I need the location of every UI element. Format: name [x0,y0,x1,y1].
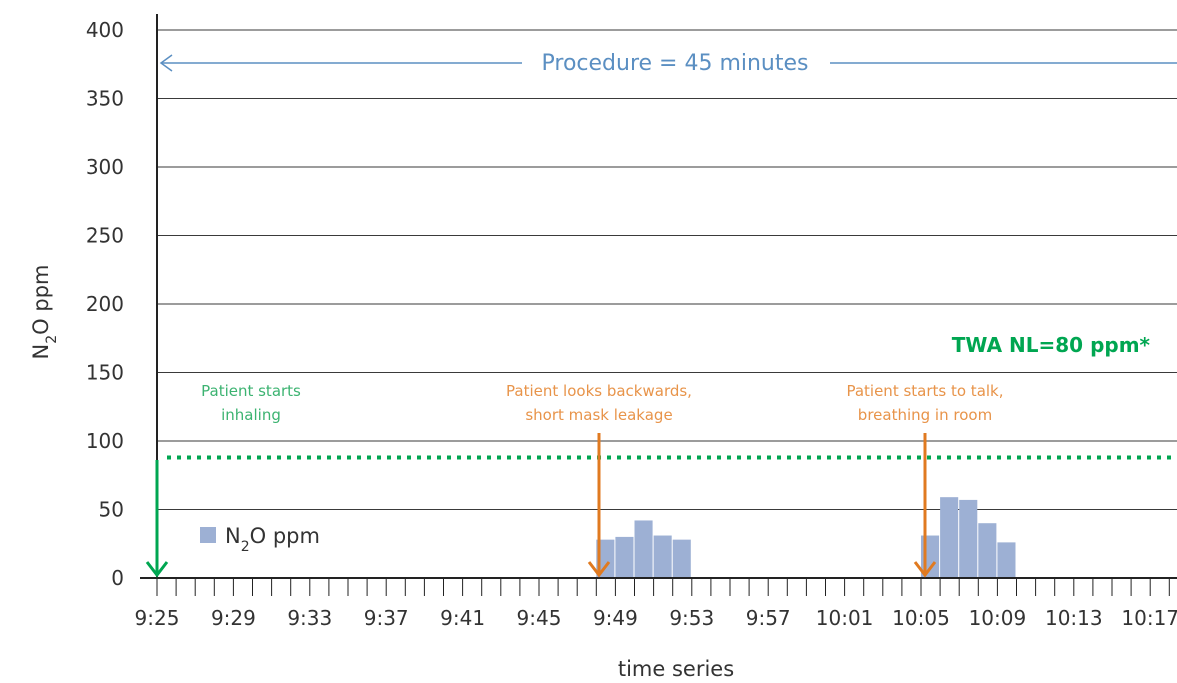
annotation-1: Patient looks backwards, short mask leaka… [506,382,692,578]
gridlines [157,29,1177,510]
x-tick-label: 9:49 [593,606,638,630]
x-tick-label: 10:01 [816,606,874,630]
annotation-arrowhead [587,561,611,578]
bar-9 [997,542,1016,578]
bar-3 [653,535,672,578]
x-tick-labels: 9:25 9:29 9:33 9:37 9:41 9:45 9:49 9:53 9:57 10:0… [135,606,1177,630]
x-axis-title: time series [618,657,734,681]
bar-8 [978,523,997,578]
y-tick-label-350: 350 [86,87,124,111]
procedure-label: Procedure = 45 minutes [542,51,809,76]
y-tick-label-300: 300 [86,155,124,179]
annotation-2: Patient starts to talk, breathing in room [846,382,1004,578]
annotation-text: short mask leakage [525,406,672,424]
y-tick-label-100: 100 [86,429,124,453]
x-tick-label: 9:57 [746,606,791,630]
y-tick-label-250: 250 [86,224,124,248]
y-tick-label-50: 50 [99,498,124,522]
axes [140,14,1177,596]
procedure-span-group: Procedure = 45 minutes [159,51,1177,76]
procedure-arrowhead [159,54,173,72]
legend-label: N2O ppm [225,524,320,555]
y-axis-title: N2O ppm [29,265,60,360]
bar-7 [959,499,978,578]
bar-1 [615,536,634,578]
x-tick-label: 9:53 [669,606,714,630]
y-tick-label-150: 150 [86,361,124,385]
x-tick-label: 10:13 [1045,606,1103,630]
x-tick-label: 10:05 [892,606,950,630]
legend: N2O ppm [200,524,320,555]
annotation-arrowhead [913,561,937,578]
threshold-label: TWA NL=80 ppm* [952,333,1151,357]
x-tick-label: 9:37 [364,606,409,630]
bar-6 [940,497,959,578]
y-tick-label-200: 200 [86,292,124,316]
annotations: Patient starts inhaling Patient looks back… [145,382,1004,578]
x-tick-label: 10:17 [1121,606,1177,630]
legend-swatch [200,527,216,543]
annotation-arrowhead [145,561,169,578]
y-tick-labels: 0 50 100 150 200 250 300 350 400 [86,18,124,590]
x-tick-label: 9:33 [287,606,332,630]
bar-4 [672,539,691,578]
x-tick-label: 9:41 [440,606,485,630]
y-tick-label-0: 0 [111,566,124,590]
annotation-text: inhaling [221,406,281,424]
x-tick-label: 9:29 [211,606,256,630]
bar-0 [596,539,615,578]
annotation-text: Patient starts to talk, [846,382,1003,400]
x-tick-label: 9:25 [135,606,180,630]
y-tick-label-400: 400 [86,18,124,42]
x-tick-label: 10:09 [969,606,1027,630]
annotation-text: Patient starts [201,382,301,400]
annotation-0: Patient starts inhaling [145,382,301,578]
bar-2 [634,520,653,578]
annotation-text: Patient looks backwards, [506,382,692,400]
x-tick-label: 9:45 [517,606,562,630]
annotation-text: breathing in room [858,406,992,424]
threshold-line-group: TWA NL=80 ppm* [167,333,1177,460]
